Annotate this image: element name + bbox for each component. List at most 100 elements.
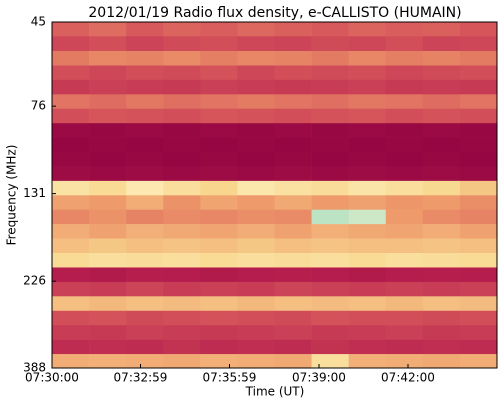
cell [311,79,349,95]
cell [422,310,461,326]
cell [163,252,201,268]
cell [422,50,461,66]
cell [200,354,238,369]
cell [163,339,201,355]
cell [200,65,238,81]
cell [163,354,201,369]
cell [385,180,424,196]
cell [200,108,238,124]
cell [274,252,312,268]
cell [385,166,424,182]
y-tick-label: 388 [23,361,46,375]
plot-frame [51,21,498,369]
cell [126,22,164,37]
cell [89,209,127,225]
cell [311,36,349,52]
cell [274,267,312,283]
cell [200,238,238,254]
cell [348,65,387,81]
cell [89,339,127,355]
cell [385,354,424,369]
cell [422,94,461,109]
cell [274,166,312,182]
cell [348,79,387,95]
cell [459,36,498,52]
cell [459,195,498,210]
cell [126,252,164,268]
cell [200,325,238,340]
cell [126,267,164,283]
cell [422,123,461,138]
cell [274,65,312,81]
cell [237,209,275,225]
cell [422,296,461,312]
x-tick-label: 07:42:00 [381,371,435,385]
x-tick-label: 07:32:59 [114,371,168,385]
cell [163,50,201,66]
cell [52,296,90,312]
cell [89,296,127,312]
cell [385,94,424,109]
cell [163,281,201,297]
cell [422,180,461,196]
cell [274,79,312,95]
cell [311,224,349,239]
cell [348,137,387,153]
cell [348,123,387,138]
cell [311,296,349,312]
cell [237,137,275,153]
y-tick-label: 226 [23,274,46,288]
cell [200,166,238,182]
cell [385,79,424,95]
cell [89,252,127,268]
cell [348,94,387,109]
cell [52,166,90,182]
cell [89,267,127,283]
cell [200,267,238,283]
cell [385,36,424,52]
cell [237,310,275,326]
cell [459,137,498,153]
cell [274,224,312,239]
cell [422,79,461,95]
cell [237,325,275,340]
cell [200,151,238,167]
cell [52,354,90,369]
cell [163,123,201,138]
cell [89,224,127,239]
cell [459,79,498,95]
cell [52,339,90,355]
cell [163,180,201,196]
cell [311,281,349,297]
cell [163,22,201,37]
cell [200,137,238,153]
cell [126,65,164,81]
cell [52,180,90,196]
cell [348,238,387,254]
cell [311,339,349,355]
cell [459,50,498,66]
cell [348,339,387,355]
cell [385,296,424,312]
cell [274,281,312,297]
cell [126,180,164,196]
cell [459,339,498,355]
cell [126,310,164,326]
cell [459,325,498,340]
cell [237,123,275,138]
cell [89,94,127,109]
cell [459,180,498,196]
cell [385,252,424,268]
cell [348,209,387,225]
cell [274,137,312,153]
cell [163,325,201,340]
cell [200,50,238,66]
cell [348,166,387,182]
cell [52,209,90,225]
cell [274,325,312,340]
cell [311,50,349,66]
cell [274,310,312,326]
cell [52,22,90,37]
cell [237,65,275,81]
cell [348,180,387,196]
